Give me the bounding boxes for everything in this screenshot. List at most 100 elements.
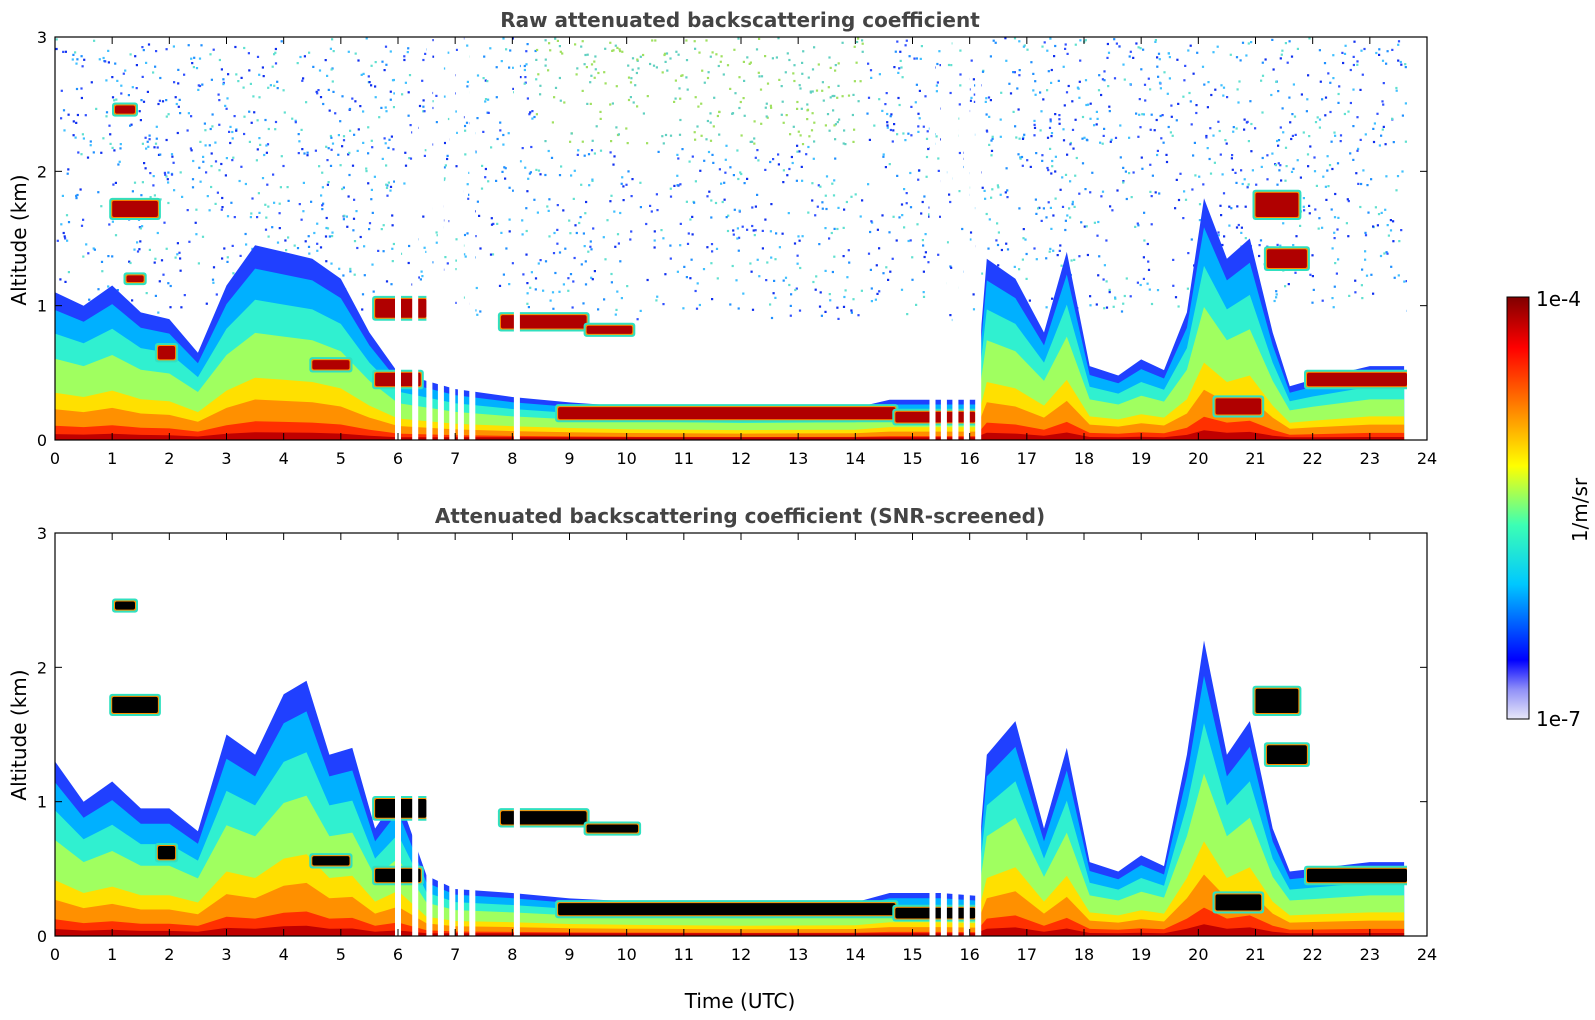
noise-speckle-2246 — [599, 110, 602, 113]
noise-speckle-566 — [1066, 214, 1069, 217]
noise-speckle-2163 — [342, 218, 345, 221]
data-gap-3 — [437, 533, 444, 936]
noise-speckle-1525 — [886, 124, 889, 127]
noise-speckle-1121 — [1017, 108, 1020, 111]
noise-speckle-832 — [1209, 172, 1213, 175]
noise-speckle-1251 — [987, 247, 990, 250]
y-tick-label-3: 3 — [37, 524, 47, 543]
noise-speckle-2001 — [1234, 171, 1237, 174]
noise-speckle-684 — [1161, 114, 1164, 117]
noise-speckle-865 — [1385, 251, 1388, 254]
noise-speckle-544 — [544, 64, 547, 67]
noise-speckle-1959 — [157, 311, 160, 314]
noise-speckle-475 — [699, 169, 702, 172]
x-tick-label-10: 10 — [616, 945, 636, 964]
noise-speckle-1420 — [1289, 121, 1292, 124]
noise-speckle-967 — [463, 253, 466, 256]
noise-speckle-626 — [881, 214, 884, 217]
noise-speckle-2034 — [1046, 166, 1049, 170]
noise-speckle-445 — [833, 255, 836, 258]
noise-speckle-2268 — [1243, 128, 1246, 131]
noise-speckle-280 — [729, 303, 732, 306]
noise-speckle-377 — [985, 212, 988, 216]
noise-speckle-1298 — [163, 221, 166, 224]
noise-speckle-405 — [1144, 99, 1147, 102]
x-tick-label-13: 13 — [788, 449, 808, 468]
x-tick-label-21: 21 — [1245, 945, 1265, 964]
cloud-core-8 — [586, 325, 633, 334]
noise-speckle-685 — [1108, 110, 1111, 113]
data-gap-5 — [457, 533, 464, 936]
noise-speckle-949 — [385, 186, 389, 189]
noise-speckle-740 — [573, 169, 576, 172]
cloud-core-1 — [112, 200, 158, 217]
noise-speckle-2395 — [821, 81, 824, 84]
noise-speckle-108 — [656, 295, 659, 298]
noise-speckle-946 — [997, 186, 1000, 189]
noise-speckle-2484 — [870, 287, 873, 290]
noise-speckle-1029 — [131, 86, 134, 89]
noise-speckle-2391 — [1364, 250, 1367, 253]
noise-speckle-2546 — [558, 174, 562, 177]
noise-speckle-1684 — [1012, 110, 1015, 113]
noise-speckle-2068 — [731, 112, 735, 115]
noise-speckle-789 — [1361, 73, 1364, 76]
noise-speckle-631 — [1081, 137, 1084, 140]
noise-speckle-858 — [505, 247, 508, 250]
noise-speckle-1570 — [915, 303, 918, 306]
noise-speckle-2370 — [751, 140, 754, 143]
noise-speckle-486 — [1157, 52, 1161, 55]
noise-speckle-841 — [1156, 153, 1159, 157]
noise-speckle-2351 — [1101, 190, 1105, 193]
noise-speckle-138 — [1134, 225, 1137, 228]
noise-speckle-2205 — [857, 37, 860, 40]
noise-speckle-1324 — [325, 260, 328, 263]
noise-speckle-234 — [878, 98, 881, 101]
noise-speckle-76 — [1063, 104, 1066, 107]
noise-speckle-1273 — [619, 50, 622, 53]
x-tick-label-1: 1 — [107, 449, 117, 468]
noise-speckle-2401 — [286, 186, 289, 189]
noise-speckle-1585 — [1050, 135, 1053, 138]
noise-speckle-2321 — [455, 48, 459, 51]
noise-speckle-922 — [1373, 122, 1376, 125]
noise-speckle-1193 — [546, 205, 549, 208]
noise-speckle-2022 — [620, 182, 623, 185]
noise-speckle-1217 — [909, 171, 912, 175]
noise-speckle-1541 — [799, 134, 802, 137]
noise-speckle-732 — [209, 53, 212, 56]
noise-speckle-766 — [581, 89, 584, 92]
noise-speckle-1760 — [1047, 169, 1050, 172]
noise-speckle-2525 — [334, 112, 337, 115]
noise-speckle-1226 — [813, 46, 816, 49]
noise-speckle-2462 — [1342, 61, 1345, 65]
noise-speckle-837 — [769, 230, 772, 233]
noise-speckle-186 — [793, 242, 797, 245]
x-tick-label-3: 3 — [221, 945, 231, 964]
noise-speckle-352 — [490, 217, 493, 220]
noise-speckle-112 — [1243, 178, 1246, 181]
noise-speckle-912 — [614, 44, 617, 47]
noise-speckle-329 — [847, 94, 851, 97]
noise-speckle-539 — [570, 174, 573, 177]
noise-speckle-1463 — [893, 123, 896, 126]
noise-speckle-2082 — [476, 74, 480, 77]
noise-speckle-2445 — [496, 222, 499, 225]
noise-speckle-760 — [535, 78, 538, 81]
noise-speckle-1075 — [156, 231, 159, 235]
noise-speckle-1313 — [833, 94, 836, 98]
noise-speckle-327 — [140, 194, 143, 197]
y-tick-label-1: 1 — [37, 793, 47, 812]
noise-speckle-774 — [81, 65, 84, 68]
noise-speckle-25 — [389, 185, 393, 188]
noise-speckle-41 — [1288, 40, 1291, 43]
noise-speckle-1759 — [1346, 198, 1349, 201]
noise-speckle-1540 — [347, 50, 350, 53]
noise-speckle-2257 — [766, 82, 770, 85]
noise-speckle-700 — [385, 183, 388, 186]
noise-speckle-2067 — [1231, 168, 1234, 171]
noise-speckle-480 — [637, 67, 640, 70]
noise-speckle-1274 — [694, 289, 697, 293]
noise-speckle-2058 — [1392, 141, 1395, 144]
noise-speckle-1180 — [274, 51, 277, 54]
